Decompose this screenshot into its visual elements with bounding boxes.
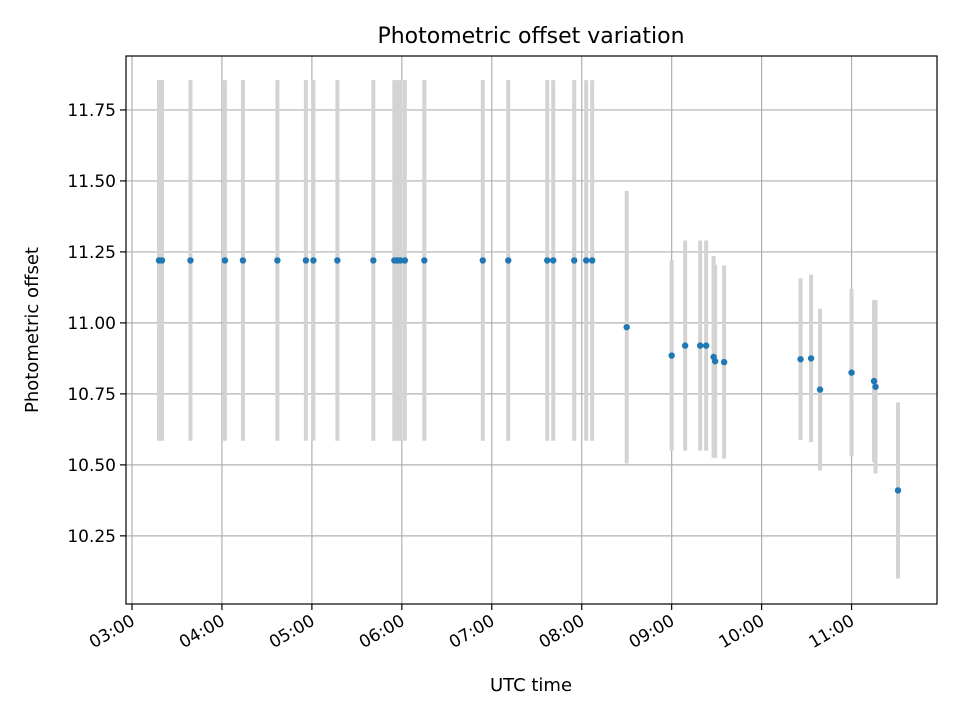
y-axis-label: Photometric offset: [22, 247, 43, 413]
chart-title: Photometric offset variation: [377, 24, 684, 49]
data-point: [302, 257, 310, 264]
data-point: [720, 358, 728, 366]
data-point: [816, 386, 824, 393]
x-tick-label: 04:00: [176, 611, 228, 653]
x-tick-label: 03:00: [86, 611, 138, 653]
grid-lines: [126, 56, 937, 604]
error-bars: [156, 80, 901, 579]
x-tick-label: 08:00: [536, 611, 588, 653]
x-tick-label: 07:00: [446, 611, 498, 653]
data-point: [571, 257, 578, 264]
data-point: [334, 257, 341, 264]
data-point: [274, 257, 281, 264]
data-point: [872, 383, 879, 390]
data-point: [158, 257, 166, 264]
data-point: [848, 369, 855, 376]
data-point: [894, 487, 902, 494]
x-tick-label: 10:00: [716, 611, 768, 653]
data-points: [155, 257, 902, 494]
data-point: [696, 342, 704, 349]
y-tick-label: 11.75: [67, 101, 116, 121]
data-point: [370, 257, 377, 264]
data-point: [550, 257, 557, 264]
x-axis-label: UTC time: [490, 675, 572, 696]
y-tick-label: 10.50: [67, 456, 116, 476]
data-point: [187, 257, 194, 264]
x-tick-label: 11:00: [806, 611, 858, 653]
data-point: [797, 356, 804, 363]
data-point: [807, 355, 815, 362]
data-point: [870, 377, 878, 385]
x-axis: 03:00 04:00 05:00 06:00 07:00 08:00 09:00 10:00…: [86, 604, 858, 653]
x-tick-label: 09:00: [626, 611, 678, 653]
y-tick-label: 11.00: [67, 314, 116, 334]
data-point: [702, 342, 710, 349]
data-point: [623, 323, 630, 331]
y-tick-label: 11.50: [67, 172, 116, 192]
x-tick-label: 05:00: [266, 611, 318, 653]
data-point: [401, 257, 409, 264]
data-point: [583, 257, 590, 264]
data-point: [681, 342, 689, 349]
data-point: [505, 257, 512, 264]
data-point: [479, 257, 486, 264]
data-point: [544, 257, 551, 264]
data-point: [310, 257, 317, 264]
y-tick-label: 10.75: [67, 385, 116, 405]
x-tick-label: 06:00: [356, 611, 408, 653]
data-point: [711, 358, 719, 365]
data-point: [421, 257, 428, 264]
y-axis: 10.25 10.50 10.75 11.00 11.25 11.50 11.75: [67, 101, 126, 547]
data-point: [589, 257, 596, 264]
data-point: [239, 257, 247, 264]
data-point: [397, 257, 404, 264]
data-point: [221, 257, 229, 264]
y-tick-label: 10.25: [67, 527, 116, 547]
data-point: [668, 352, 675, 359]
y-tick-label: 11.25: [67, 243, 116, 263]
plot-frame: [125, 55, 938, 605]
